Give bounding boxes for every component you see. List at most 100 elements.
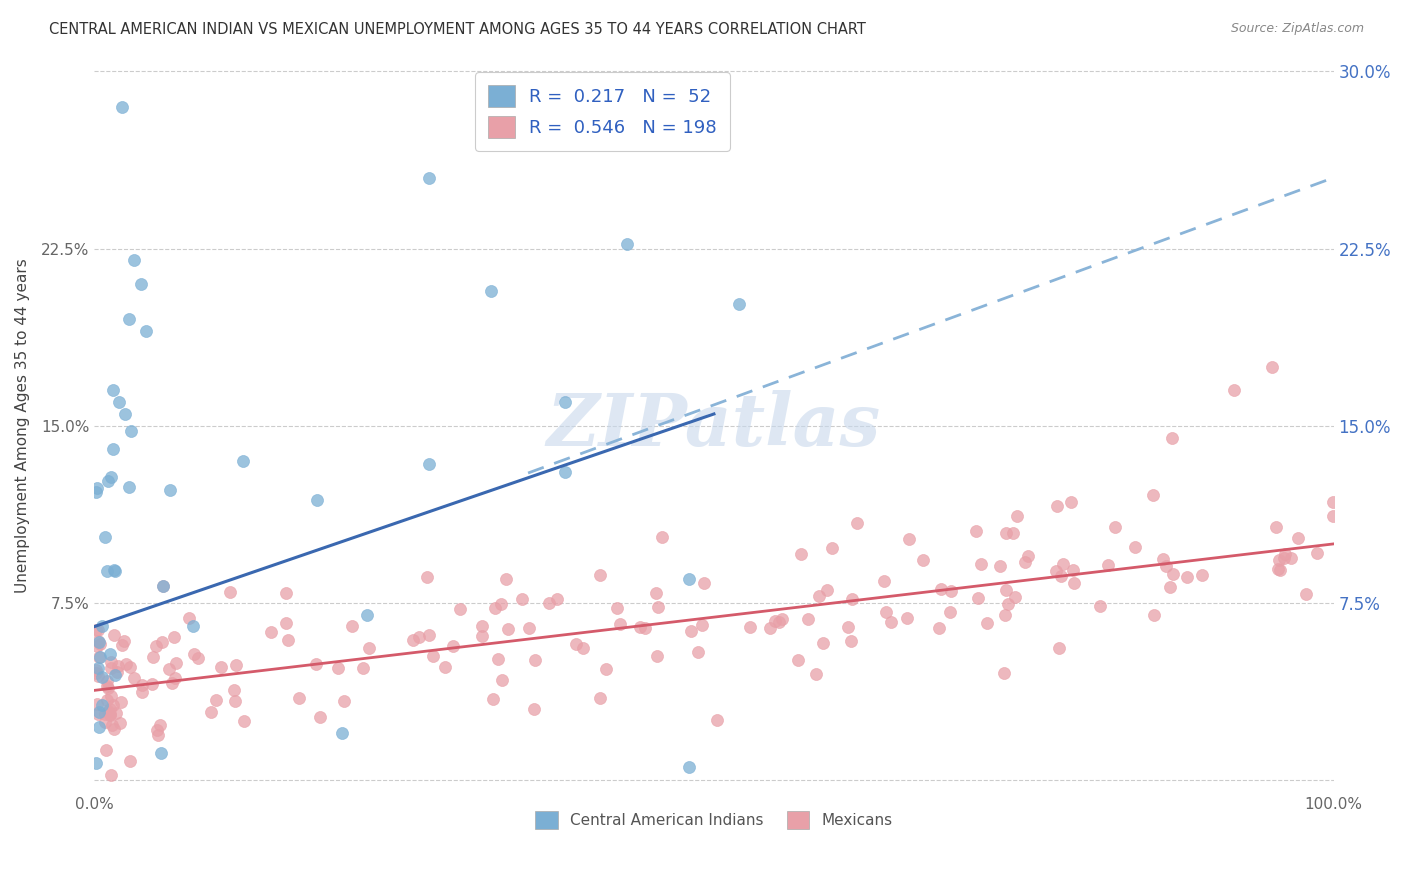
Point <box>1191 568 1213 582</box>
Point <box>104 668 127 682</box>
Point <box>84 666 107 681</box>
Point <box>159 483 181 497</box>
Point <box>100 717 122 731</box>
Point <box>479 284 502 298</box>
Point <box>115 657 138 671</box>
Point <box>305 657 328 671</box>
Point <box>163 630 186 644</box>
Point <box>408 631 430 645</box>
Point <box>87 623 110 637</box>
Point <box>651 530 673 544</box>
Point <box>330 726 353 740</box>
Point <box>225 658 247 673</box>
Text: Source: ZipAtlas.com: Source: ZipAtlas.com <box>1230 22 1364 36</box>
Point <box>758 621 780 635</box>
Point <box>537 596 560 610</box>
Point <box>114 407 136 421</box>
Point <box>1260 359 1282 374</box>
Point <box>205 693 228 707</box>
Point <box>142 650 165 665</box>
Point <box>103 628 125 642</box>
Point <box>260 624 283 639</box>
Point <box>1002 526 1025 541</box>
Point <box>122 671 145 685</box>
Point <box>634 621 657 635</box>
Point <box>839 634 862 648</box>
Point <box>104 706 127 721</box>
Point <box>84 485 107 500</box>
Point <box>524 652 547 666</box>
Point <box>896 610 918 624</box>
Point <box>165 657 187 671</box>
Legend: Central American Indians, Mexicans: Central American Indians, Mexicans <box>529 805 898 836</box>
Point <box>135 324 157 338</box>
Point <box>87 633 110 648</box>
Point <box>510 591 533 606</box>
Point <box>277 633 299 648</box>
Point <box>797 612 820 626</box>
Point <box>118 754 141 768</box>
Point <box>572 640 595 655</box>
Point <box>84 624 107 638</box>
Point <box>122 253 145 268</box>
Point <box>118 480 141 494</box>
Point <box>110 100 132 114</box>
Point <box>994 608 1017 623</box>
Point <box>98 708 121 723</box>
Point <box>997 597 1019 611</box>
Point <box>433 660 456 674</box>
Point <box>146 728 169 742</box>
Point <box>232 454 254 468</box>
Point <box>118 312 141 326</box>
Point <box>647 648 669 663</box>
Point <box>692 618 714 632</box>
Point <box>995 583 1018 598</box>
Point <box>183 619 205 633</box>
Point <box>333 693 356 707</box>
Point <box>1123 540 1146 554</box>
Point <box>1063 576 1085 591</box>
Point <box>1052 557 1074 571</box>
Point <box>970 557 993 571</box>
Point <box>86 697 108 711</box>
Point <box>678 760 700 774</box>
Point <box>647 600 669 615</box>
Point <box>994 526 1017 541</box>
Point <box>91 821 114 835</box>
Point <box>609 617 631 632</box>
Point <box>939 584 962 599</box>
Point <box>706 713 728 727</box>
Point <box>87 803 110 817</box>
Point <box>93 530 115 544</box>
Point <box>589 568 612 582</box>
Point <box>1161 431 1184 445</box>
Point <box>1050 569 1073 583</box>
Point <box>108 395 131 409</box>
Point <box>233 714 256 728</box>
Point <box>418 457 440 471</box>
Point <box>89 649 111 664</box>
Point <box>100 690 122 704</box>
Point <box>449 602 471 616</box>
Point <box>441 639 464 653</box>
Point <box>224 694 246 708</box>
Point <box>150 635 173 649</box>
Point <box>1175 570 1198 584</box>
Point <box>1267 562 1289 576</box>
Point <box>491 673 513 687</box>
Point <box>873 574 896 589</box>
Point <box>100 661 122 675</box>
Point <box>97 704 120 718</box>
Point <box>105 665 128 680</box>
Point <box>118 659 141 673</box>
Point <box>418 170 440 185</box>
Point <box>554 465 576 479</box>
Point <box>357 641 380 656</box>
Point <box>1046 499 1069 513</box>
Point <box>976 615 998 630</box>
Point <box>96 673 118 688</box>
Point <box>1159 580 1181 594</box>
Point <box>96 564 118 578</box>
Point <box>1286 531 1309 545</box>
Point <box>606 600 628 615</box>
